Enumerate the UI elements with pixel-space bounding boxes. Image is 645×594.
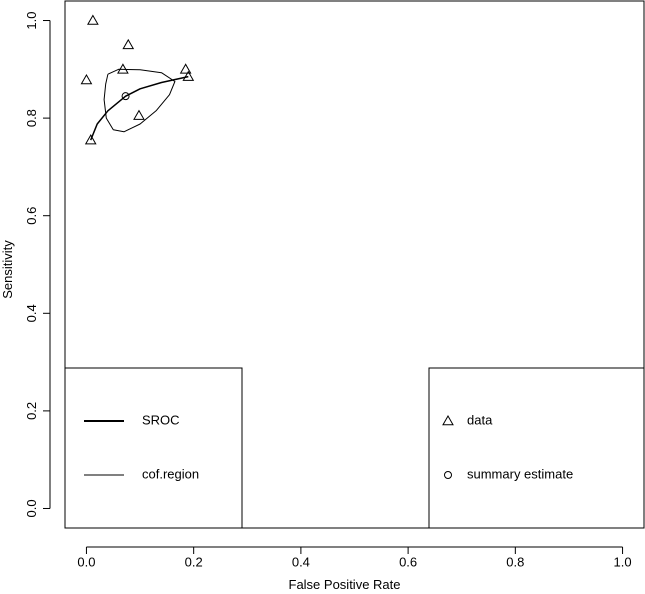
data-point [182, 70, 195, 81]
x-tick-label: 0.6 [399, 555, 417, 570]
y-axis-label: Sensitivity [0, 240, 15, 299]
y-tick-label: 0.8 [24, 109, 39, 127]
legend-box [64, 367, 243, 529]
data-point [84, 134, 97, 145]
x-tick-label: 0.8 [506, 555, 524, 570]
x-tick-label: 1.0 [614, 555, 632, 570]
x-tick-label: 0.0 [77, 555, 95, 570]
data-point [80, 74, 93, 85]
x-axis-label: False Positive Rate [289, 577, 401, 592]
legend-bottom-right: data summary estimate [428, 367, 645, 529]
legend-key-circle [444, 471, 452, 479]
confidence-region-curve [103, 68, 176, 133]
data-point [179, 63, 192, 74]
data-point [117, 63, 129, 74]
y-tick-label: 1.0 [24, 11, 39, 29]
plot-frame [64, 0, 645, 529]
y-tick-label: 0.0 [24, 499, 39, 517]
legend-label: data [467, 412, 493, 427]
y-tick-label: 0.4 [24, 304, 39, 322]
data-point [122, 38, 135, 50]
sroc-curve [90, 75, 189, 141]
y-tick-label: 0.6 [24, 207, 39, 225]
y-tick-label: 0.2 [24, 402, 39, 420]
x-tick-label: 0.4 [292, 555, 310, 570]
legend-box [428, 367, 645, 529]
data-point [133, 109, 145, 120]
legend-label: SROC [142, 412, 180, 427]
data-point [87, 14, 99, 25]
x-tick-label: 0.2 [185, 555, 203, 570]
legend-key-triangle [442, 414, 454, 426]
legend-bottom-left: SROC cof.region [64, 367, 243, 529]
summary-estimate-point [121, 92, 130, 101]
legend-label: cof.region [142, 466, 199, 481]
legend-label: summary estimate [467, 466, 573, 481]
